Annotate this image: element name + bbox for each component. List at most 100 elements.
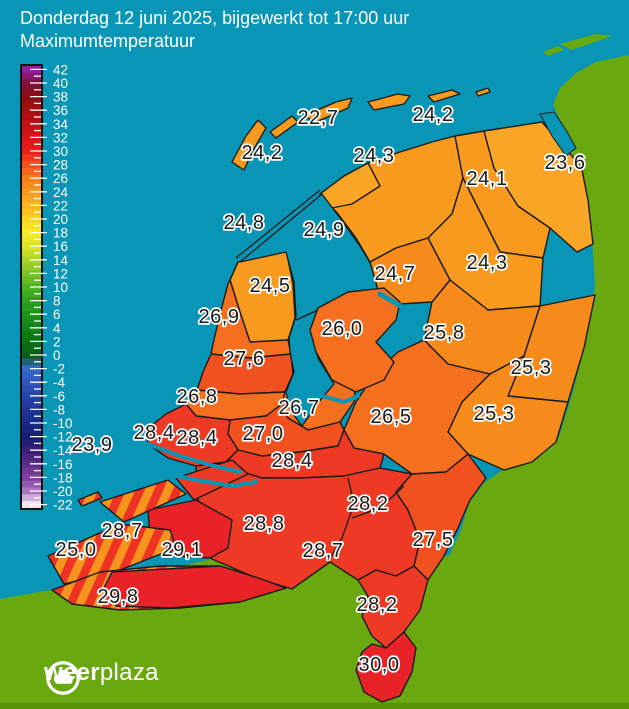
title-parameter-line: Maximumtemperatuur bbox=[20, 31, 196, 51]
scale-tick-label: 36 bbox=[53, 103, 68, 118]
temp-label: 24,9 bbox=[304, 219, 345, 241]
map-title: Donderdag 12 juni 2025, bijgewerkt tot 1… bbox=[20, 7, 409, 53]
temp-label: 24,1 bbox=[467, 168, 508, 190]
title-date-line: Donderdag 12 juni 2025, bijgewerkt tot 1… bbox=[20, 8, 410, 28]
scale-segment bbox=[22, 426, 41, 434]
scale-segment bbox=[22, 100, 41, 108]
scale-tick-label: 22 bbox=[53, 198, 68, 213]
scale-segment bbox=[22, 181, 41, 189]
temp-label: 23,9 bbox=[72, 434, 113, 456]
river-haringvliet bbox=[156, 470, 258, 489]
scale-segment bbox=[22, 222, 41, 230]
island-walcheren bbox=[47, 523, 177, 585]
scale-segment bbox=[22, 113, 41, 121]
scale-tick-label: 4 bbox=[53, 321, 61, 336]
brabant-internal-border bbox=[327, 477, 355, 563]
temp-label: 26,0 bbox=[322, 318, 363, 340]
temp-label: 25,3 bbox=[511, 357, 552, 379]
region-flevoland bbox=[309, 287, 401, 393]
scale-segment bbox=[22, 331, 41, 339]
temp-label: 24,2 bbox=[242, 142, 283, 164]
german-island bbox=[560, 34, 612, 50]
scale-segment bbox=[22, 236, 41, 244]
temp-label: 25,8 bbox=[424, 322, 465, 344]
scale-tick-label: -10 bbox=[53, 416, 73, 431]
scale-tick-label: 34 bbox=[53, 117, 69, 132]
river-layer bbox=[146, 291, 407, 489]
foreign-land bbox=[0, 55, 629, 709]
temp-label: 29,8 bbox=[98, 586, 139, 608]
scale-tick-label: 0 bbox=[53, 348, 61, 363]
scale-tick-label: 24 bbox=[53, 185, 69, 200]
temp-label: 28,8 bbox=[244, 513, 285, 535]
scale-tick-label: -6 bbox=[53, 389, 65, 404]
scale-tick-label: -8 bbox=[53, 402, 65, 417]
scale-tick-label: 32 bbox=[53, 130, 68, 145]
scale-segment bbox=[22, 263, 41, 271]
scale-segment bbox=[22, 86, 41, 94]
scale-segment bbox=[22, 372, 41, 380]
scale-segment bbox=[22, 385, 41, 393]
temp-label: 30,0 bbox=[359, 654, 400, 676]
temp-label: 27,5 bbox=[413, 529, 454, 551]
scale-segment bbox=[22, 195, 41, 203]
scale-tick-label: 8 bbox=[53, 294, 61, 309]
scale-tick-label: -22 bbox=[53, 498, 73, 513]
temp-label: 24,5 bbox=[250, 275, 291, 297]
scale-tick-label: 18 bbox=[53, 226, 68, 241]
temp-label: 24,7 bbox=[375, 263, 416, 285]
cloud-icon bbox=[46, 661, 80, 695]
river-waterweg bbox=[146, 442, 242, 474]
temp-label: 23,6 bbox=[545, 152, 586, 174]
island-schouwen bbox=[99, 479, 187, 523]
bottom-edge-strip bbox=[0, 703, 629, 709]
temp-label: 24,2 bbox=[413, 104, 454, 126]
scale-tick-label: -18 bbox=[53, 470, 73, 485]
scale-segment bbox=[22, 494, 41, 502]
ems-inlet bbox=[539, 111, 577, 157]
scale-tick-label: 42 bbox=[53, 62, 68, 77]
scale-segment bbox=[22, 480, 41, 489]
scale-tick-label: 6 bbox=[53, 307, 61, 322]
island-ameland bbox=[367, 93, 411, 111]
scale-tick-label: 28 bbox=[53, 158, 68, 173]
temp-label: 28,2 bbox=[348, 493, 389, 515]
scale-segment bbox=[22, 317, 41, 325]
scale-segment bbox=[22, 290, 41, 298]
scale-tick-label: 14 bbox=[53, 253, 69, 268]
brabant-east-border bbox=[351, 485, 405, 519]
temp-label: 28,7 bbox=[102, 520, 143, 542]
temp-label: 27,0 bbox=[243, 423, 284, 445]
river-gooimeer bbox=[320, 394, 360, 405]
scale-tick-label: 16 bbox=[53, 239, 68, 254]
german-island bbox=[543, 46, 564, 56]
scale-segment bbox=[22, 412, 41, 421]
houtribdijk-line bbox=[295, 309, 319, 321]
scale-tick-label: -14 bbox=[53, 443, 73, 458]
temp-label: 26,7 bbox=[279, 397, 320, 419]
border-lines bbox=[235, 189, 405, 563]
polder-layer bbox=[309, 237, 451, 393]
scale-tick-label: -20 bbox=[53, 484, 73, 499]
scale-tick-label: 10 bbox=[53, 280, 68, 295]
scale-segment bbox=[22, 304, 41, 312]
scale-segment bbox=[22, 358, 41, 366]
scale-tick-label: 26 bbox=[53, 171, 68, 186]
scale-tick-label: -4 bbox=[53, 375, 65, 390]
scale-tick-label: -16 bbox=[53, 457, 73, 472]
scale-segment bbox=[22, 249, 41, 257]
scale-tick-label: 30 bbox=[53, 144, 68, 159]
temp-label: 28,4 bbox=[177, 427, 218, 449]
region-limburg-midden bbox=[357, 565, 429, 649]
temp-label: 24,8 bbox=[224, 212, 265, 234]
scale-tick-label: -2 bbox=[53, 362, 65, 377]
temp-label: 27,6 bbox=[224, 348, 265, 370]
scale-segment bbox=[22, 127, 41, 135]
zeeuws-vlaanderen-oost bbox=[103, 565, 287, 609]
scale-segment bbox=[22, 344, 41, 353]
scale-tick-label: 2 bbox=[53, 334, 61, 349]
scale-segment bbox=[22, 154, 41, 162]
temp-label: 25,3 bbox=[474, 403, 515, 425]
